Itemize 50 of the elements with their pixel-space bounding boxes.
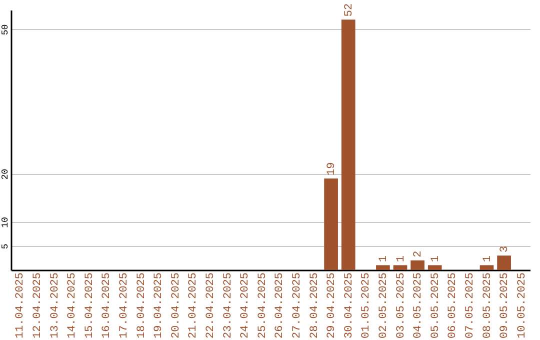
x-tick-label: 16.04.2025: [101, 272, 114, 339]
x-tick-label: 20.04.2025: [170, 272, 182, 339]
bar: [480, 265, 494, 270]
x-tick-label: 26.04.2025: [274, 272, 286, 339]
x-tick-label: 19.04.2025: [153, 272, 166, 339]
x-tick-label: 27.04.2025: [291, 272, 304, 339]
x-tick-label: 07.05.2025: [464, 272, 476, 339]
data-label: 1: [378, 255, 390, 262]
data-label: 1: [395, 255, 408, 262]
x-tick-label: 03.05.2025: [395, 272, 408, 339]
x-tick-label: 09.05.2025: [499, 272, 512, 339]
y-tick-label: 5: [0, 244, 10, 250]
x-tick-label: 04.05.2025: [412, 272, 425, 339]
bar: [497, 256, 511, 270]
x-tick-label: 13.04.2025: [49, 272, 62, 339]
bar: [341, 20, 356, 270]
x-tick-label: 11.04.2025: [14, 272, 27, 339]
x-tick-label: 29.04.2025: [326, 272, 338, 339]
x-tick-label: 14.04.2025: [66, 272, 79, 339]
x-tick-label: 06.05.2025: [447, 272, 460, 339]
data-label: 3: [499, 246, 512, 253]
x-tick-label: 08.05.2025: [482, 272, 494, 339]
data-label: 1: [430, 255, 442, 262]
y-tick-label: 20: [0, 168, 10, 180]
x-tick-label: 24.04.2025: [240, 272, 252, 339]
x-tick-label: 01.05.2025: [360, 272, 373, 339]
data-label: 52: [343, 3, 356, 17]
y-tick-label: 50: [0, 24, 10, 36]
x-tick-label: 22.04.2025: [204, 272, 217, 339]
bar: [428, 265, 442, 270]
bar: [324, 178, 338, 270]
x-tick-label: 12.04.2025: [32, 272, 44, 339]
x-tick-label: 25.04.2025: [256, 272, 269, 339]
y-tick-label: 10: [0, 216, 10, 228]
x-tick-label: 23.04.2025: [222, 272, 234, 339]
data-label: 1: [482, 255, 494, 262]
data-label: 2: [412, 250, 425, 258]
x-tick-label: 21.04.2025: [188, 272, 200, 339]
x-tick-label: 02.05.2025: [378, 272, 390, 339]
x-tick-label: 28.04.2025: [308, 272, 321, 339]
bar: [376, 265, 390, 270]
x-tick-label: 15.04.2025: [84, 272, 96, 339]
x-tick-label: 05.05.2025: [430, 272, 442, 339]
bar: [410, 260, 424, 270]
x-tick-label: 17.04.2025: [118, 272, 130, 339]
x-tick-label: 18.04.2025: [136, 272, 148, 339]
x-tick-label: 10.05.2025: [516, 272, 528, 339]
bar: [393, 265, 408, 270]
x-tick-label: 30.04.2025: [343, 272, 356, 339]
data-label: 19: [326, 162, 338, 176]
